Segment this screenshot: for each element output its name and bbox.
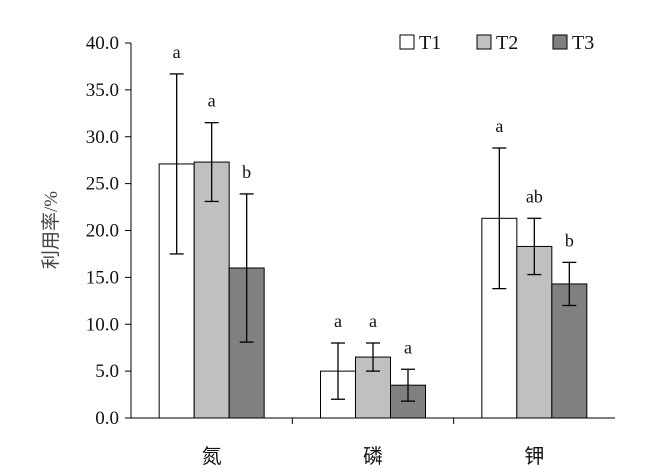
significance-label: b	[565, 230, 574, 250]
significance-label: a	[495, 116, 503, 136]
legend-label-t2: T2	[496, 32, 518, 54]
y-tick-label: 35.0	[86, 80, 119, 101]
legend-label-t3: T3	[572, 32, 594, 54]
bars	[158, 73, 588, 419]
y-tick-label: 20.0	[86, 221, 119, 242]
significance-label: ab	[526, 186, 543, 206]
legend-swatch-t3	[552, 34, 568, 50]
x-category-label: 氮	[202, 445, 222, 468]
significance-label: b	[242, 162, 251, 182]
legend-swatch-t1	[399, 34, 415, 50]
y-axis-title: 利用率/%	[40, 191, 62, 269]
axes: 0.0 5.0 10.0 15.0 20.0 25.0 30.0 35.0 40.0 利用率/% 氮…	[40, 33, 615, 468]
legend-label-t1: T1	[419, 32, 441, 54]
significance-label: a	[173, 42, 181, 62]
significance-label: a	[334, 311, 342, 331]
y-tick-label: 10.0	[86, 314, 119, 335]
y-tick-label: 40.0	[86, 33, 119, 54]
y-tick-label: 15.0	[86, 267, 119, 288]
y-tick-label: 30.0	[86, 127, 119, 148]
significance-label: a	[369, 311, 377, 331]
y-tick-label: 5.0	[95, 361, 119, 382]
x-category-label: 钾	[524, 445, 544, 468]
bar-t1	[158, 163, 195, 419]
significance-label: a	[208, 91, 216, 111]
y-tick-label: 0.0	[95, 408, 119, 429]
legend-swatch-t2	[476, 34, 492, 50]
legend: T1 T2 T3	[399, 32, 594, 54]
significance-label: a	[404, 337, 412, 357]
y-tick-label: 25.0	[86, 174, 119, 195]
x-category-label: 磷	[363, 445, 383, 468]
bar-t3	[551, 283, 588, 419]
